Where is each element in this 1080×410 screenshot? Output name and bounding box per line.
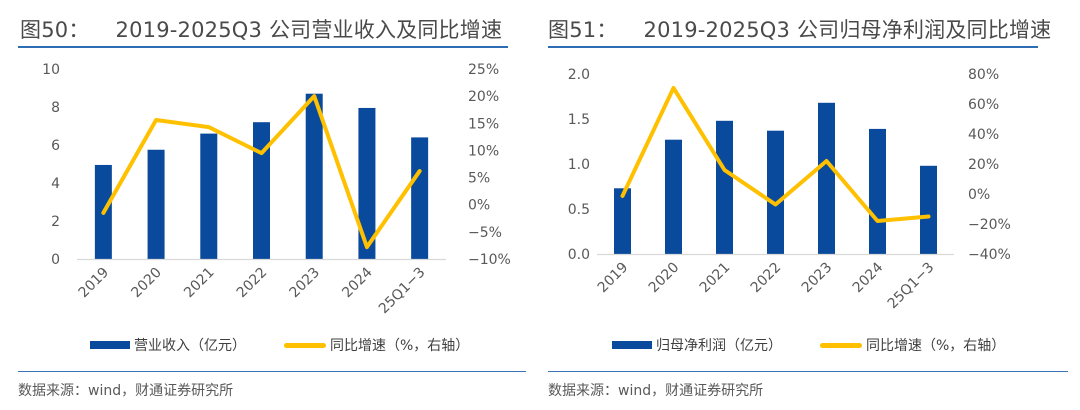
y-right-tick-label: 10% [468, 143, 499, 159]
bar [358, 107, 376, 259]
figure-title-text: 2019-2025Q3 公司归母净利润及同比增速 [643, 18, 1052, 42]
legend-item-bar: 营业收入（亿元） [90, 335, 246, 355]
bar [920, 165, 937, 254]
legend-line-swatch [284, 342, 326, 348]
y-left-tick-label: 8 [51, 100, 60, 116]
chart-legend: 归母净利润（亿元） 同比增速（%，右轴） [612, 335, 1043, 355]
source-divider [548, 371, 1068, 372]
bar [818, 102, 835, 254]
legend-line-label: 同比增速（%，右轴） [866, 338, 1006, 354]
x-tick-label: 2023 [799, 260, 836, 297]
chart-legend: 营业收入（亿元） 同比增速（%，右轴） [90, 335, 507, 355]
y-left-tick-label: 1.0 [568, 157, 590, 173]
bar [614, 188, 631, 254]
x-tick-label: 2022 [748, 260, 785, 297]
source-divider [18, 371, 526, 372]
y-left-tick-label: 0.0 [568, 247, 590, 263]
y-left-tick-label: 2.0 [568, 67, 590, 83]
bar [253, 122, 270, 259]
y-right-tick-label: −5% [468, 225, 502, 241]
x-tick-label: 2019 [76, 265, 113, 302]
bar [147, 149, 165, 259]
legend-bar-swatch [612, 341, 652, 349]
legend-bar-label: 营业收入（亿元） [134, 338, 246, 354]
figure-title: 图50： 2019-2025Q3 公司营业收入及同比增速 [20, 14, 502, 44]
legend-item-line: 同比增速（%，右轴） [820, 335, 1005, 355]
y-right-tick-label: 0% [968, 187, 990, 203]
y-right-tick-label: −20% [968, 217, 1011, 233]
figure-title: 图51： 2019-2025Q3 公司归母净利润及同比增速 [548, 14, 1051, 44]
x-tick-label: 2019 [595, 260, 632, 297]
bar [716, 120, 733, 254]
y-right-tick-label: 20% [968, 157, 999, 173]
y-right-tick-label: −40% [968, 247, 1011, 263]
net-profit-chart: 0.0 0.5 1.0 1.5 2.0 −40% −20% 0% 20% 40% 60% 80% 201… [568, 67, 1011, 313]
bar [869, 128, 886, 254]
y-left-tick-label: 4 [51, 176, 60, 192]
legend-bar-label: 归母净利润（亿元） [656, 338, 782, 354]
y-right-tick-label: 80% [968, 67, 999, 83]
legend-line-label: 同比增速（%，右轴） [330, 338, 470, 354]
bar [767, 130, 784, 254]
y-left-tick-label: 2 [51, 214, 60, 230]
bar [411, 137, 429, 259]
data-source: 数据来源：wind，财通证券研究所 [18, 383, 234, 399]
legend-line-swatch [820, 342, 862, 348]
x-tick-label: 25Q1−3 [376, 265, 429, 318]
figure-number: 图51： [548, 18, 618, 42]
y-right-tick-label: 15% [468, 116, 499, 132]
y-left-tick-label: 6 [51, 138, 60, 154]
x-tick-label: 2024 [850, 259, 887, 296]
x-tick-label: 2022 [234, 265, 271, 302]
figure-title-text: 2019-2025Q3 公司营业收入及同比增速 [115, 18, 503, 42]
y-right-tick-label: 60% [968, 97, 999, 113]
legend-item-bar: 归母净利润（亿元） [612, 335, 782, 355]
y-right-tick-label: 0% [468, 198, 490, 214]
x-tick-label: 25Q1−3 [885, 260, 938, 313]
data-source: 数据来源：wind，财通证券研究所 [548, 383, 764, 399]
revenue-chart: 0 2 4 6 8 10 −10% −5% 0% 5% 10% 15% 20% 25% 2019 2020 20… [42, 62, 511, 318]
y-right-tick-label: −10% [468, 252, 511, 268]
y-left-tick-label: 10 [42, 62, 60, 78]
x-tick-label: 2023 [287, 265, 324, 302]
title-underline [18, 46, 508, 48]
y-right-tick-label: 5% [468, 171, 490, 187]
y-left-tick-label: 0.5 [568, 202, 590, 218]
x-tick-label: 2024 [339, 264, 376, 301]
x-tick-label: 2020 [646, 260, 683, 297]
y-left-tick-label: 1.5 [568, 112, 590, 128]
bar [200, 133, 218, 259]
y-right-tick-label: 40% [968, 127, 999, 143]
y-left-tick-label: 0 [51, 252, 60, 268]
figure-number: 图50： [20, 18, 90, 42]
figure-50-panel: 图50： 2019-2025Q3 公司营业收入及同比增速 0 2 4 6 8 10 −10% −… [18, 14, 526, 399]
x-tick-label: 2021 [181, 265, 218, 302]
bar [665, 139, 682, 254]
y-right-tick-label: 20% [468, 89, 499, 105]
figure-51-panel: 图51： 2019-2025Q3 公司归母净利润及同比增速 0.0 0.5 1.0 1.… [540, 0, 1080, 410]
title-underline [548, 46, 1038, 48]
bar [305, 93, 323, 259]
legend-item-line: 同比增速（%，右轴） [284, 335, 469, 355]
x-tick-label: 2020 [128, 265, 165, 302]
x-tick-label: 2021 [697, 260, 734, 297]
legend-bar-swatch [90, 341, 130, 349]
y-right-tick-label: 25% [468, 62, 499, 78]
